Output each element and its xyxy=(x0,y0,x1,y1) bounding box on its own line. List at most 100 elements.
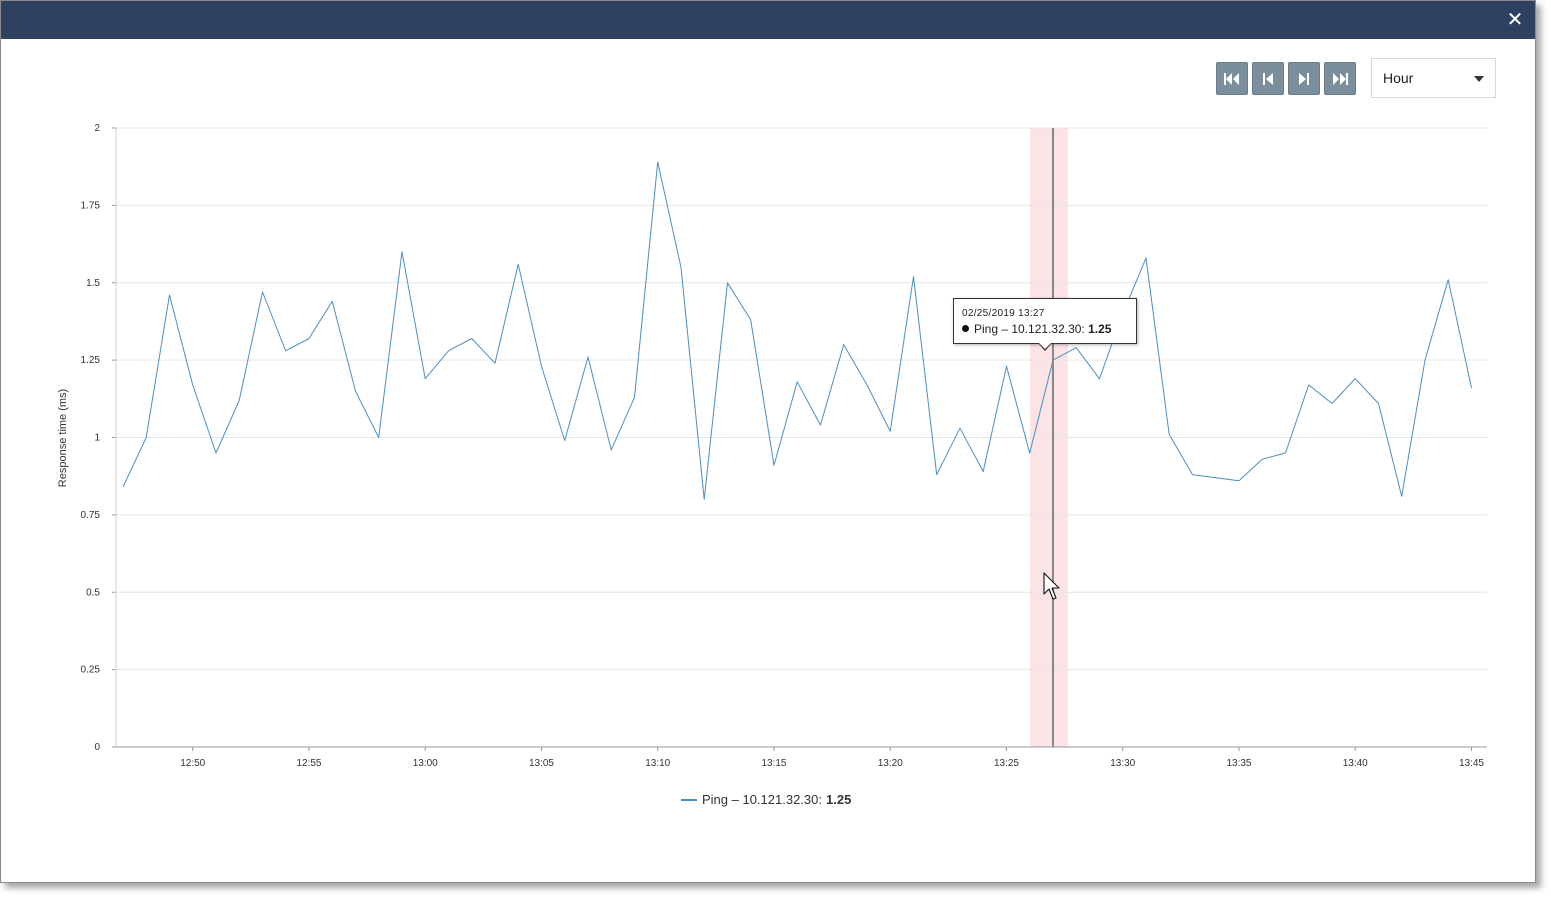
series-dot-icon xyxy=(962,325,969,332)
data-point xyxy=(1469,385,1474,390)
x-tick-label: 13:00 xyxy=(413,758,438,769)
first-page-button[interactable] xyxy=(1216,62,1248,95)
x-tick-label: 12:55 xyxy=(296,758,321,769)
data-point xyxy=(1004,364,1009,369)
x-tick-label: 13:40 xyxy=(1343,758,1368,769)
data-point xyxy=(399,249,404,254)
data-point xyxy=(1422,358,1427,363)
data-point xyxy=(516,262,521,267)
data-point xyxy=(1236,478,1241,483)
y-tick-label: 2 xyxy=(94,123,100,134)
data-point xyxy=(1399,494,1404,499)
series-line xyxy=(122,161,1472,500)
caret-down-icon xyxy=(1474,76,1484,82)
dialog-title-bar: ✕ xyxy=(1,1,1535,39)
data-point xyxy=(376,435,381,440)
data-point xyxy=(167,293,172,298)
data-point xyxy=(423,376,428,381)
y-tick-label: 0.5 xyxy=(86,587,100,598)
chart-legend[interactable]: Ping – 10.121.32.30: 1.25 xyxy=(681,792,851,807)
x-tick-label: 13:15 xyxy=(761,758,786,769)
data-point xyxy=(585,355,590,360)
legend-swatch xyxy=(681,798,697,801)
skip-last-icon xyxy=(1333,72,1348,85)
y-tick-label: 1.25 xyxy=(81,355,101,366)
data-point xyxy=(562,438,567,443)
data-point xyxy=(981,469,986,474)
time-range-select[interactable]: Hour xyxy=(1371,58,1496,98)
data-point xyxy=(260,290,265,295)
last-page-button[interactable] xyxy=(1324,62,1356,95)
chart-dialog: ✕ xyxy=(0,0,1536,883)
y-axis-label: Response time (ms) xyxy=(57,389,69,487)
y-tick-label: 0.75 xyxy=(81,510,101,521)
data-point xyxy=(725,280,730,285)
mouse-cursor-icon xyxy=(1043,572,1060,600)
step-forward-icon xyxy=(1299,72,1309,85)
data-point xyxy=(539,364,544,369)
data-point xyxy=(1376,401,1381,406)
data-point xyxy=(632,395,637,400)
data-point xyxy=(702,497,707,502)
data-point xyxy=(144,435,149,440)
data-point xyxy=(1260,457,1265,462)
x-tick-label: 13:30 xyxy=(1110,758,1135,769)
data-point xyxy=(818,423,823,428)
data-point xyxy=(1074,345,1079,350)
y-tick-label: 1.5 xyxy=(86,278,100,289)
data-point xyxy=(655,160,660,165)
data-point xyxy=(748,317,753,322)
data-point xyxy=(795,379,800,384)
data-point xyxy=(957,426,962,431)
data-point xyxy=(492,361,497,366)
data-point xyxy=(888,429,893,434)
tooltip-date: 02/25/2019 13:27 xyxy=(962,308,1045,319)
data-point xyxy=(609,447,614,452)
data-point xyxy=(237,398,242,403)
data-point xyxy=(446,348,451,353)
previous-page-button[interactable] xyxy=(1252,62,1284,95)
legend-series-label: Ping – 10.121.32.30: xyxy=(702,792,822,807)
y-tick-label: 0.25 xyxy=(81,665,101,676)
next-page-button[interactable] xyxy=(1288,62,1320,95)
y-tick-label: 1 xyxy=(94,433,100,444)
step-back-icon xyxy=(1263,72,1273,85)
x-tick-label: 13:20 xyxy=(878,758,903,769)
data-point xyxy=(213,450,218,455)
data-point xyxy=(330,299,335,304)
data-point xyxy=(1329,401,1334,406)
data-point xyxy=(1283,450,1288,455)
data-point xyxy=(1190,472,1195,477)
data-point xyxy=(841,342,846,347)
data-point xyxy=(771,463,776,468)
legend-value: 1.25 xyxy=(826,792,852,807)
chart-tooltip: 02/25/2019 13:27 Ping – 10.121.32.30: 1.… xyxy=(953,298,1137,344)
x-tick-label: 13:35 xyxy=(1226,758,1251,769)
data-point xyxy=(1306,382,1311,387)
tooltip-pointer-fill xyxy=(1039,343,1051,349)
y-tick-label: 0 xyxy=(94,742,100,753)
x-tick-label: 13:10 xyxy=(645,758,670,769)
data-point xyxy=(1167,432,1172,437)
x-tick-label: 13:45 xyxy=(1459,758,1484,769)
data-point xyxy=(1027,450,1032,455)
data-point xyxy=(306,336,311,341)
y-tick-label: 1.75 xyxy=(81,200,101,211)
close-icon[interactable]: ✕ xyxy=(1506,9,1524,31)
data-point xyxy=(1213,475,1218,480)
data-point xyxy=(1446,277,1451,282)
tooltip-series-label: Ping – 10.121.32.30: xyxy=(974,322,1085,336)
data-point xyxy=(469,336,474,341)
data-point xyxy=(120,485,125,490)
skip-first-icon xyxy=(1224,72,1239,85)
time-navigation xyxy=(1216,62,1356,95)
data-point xyxy=(1143,255,1148,260)
data-point xyxy=(1097,376,1102,381)
data-point xyxy=(1353,376,1358,381)
data-point xyxy=(864,382,869,387)
tooltip-series-row: Ping – 10.121.32.30: 1.25 xyxy=(962,322,1136,336)
data-point xyxy=(934,472,939,477)
x-tick-label: 13:25 xyxy=(994,758,1019,769)
data-point xyxy=(283,348,288,353)
